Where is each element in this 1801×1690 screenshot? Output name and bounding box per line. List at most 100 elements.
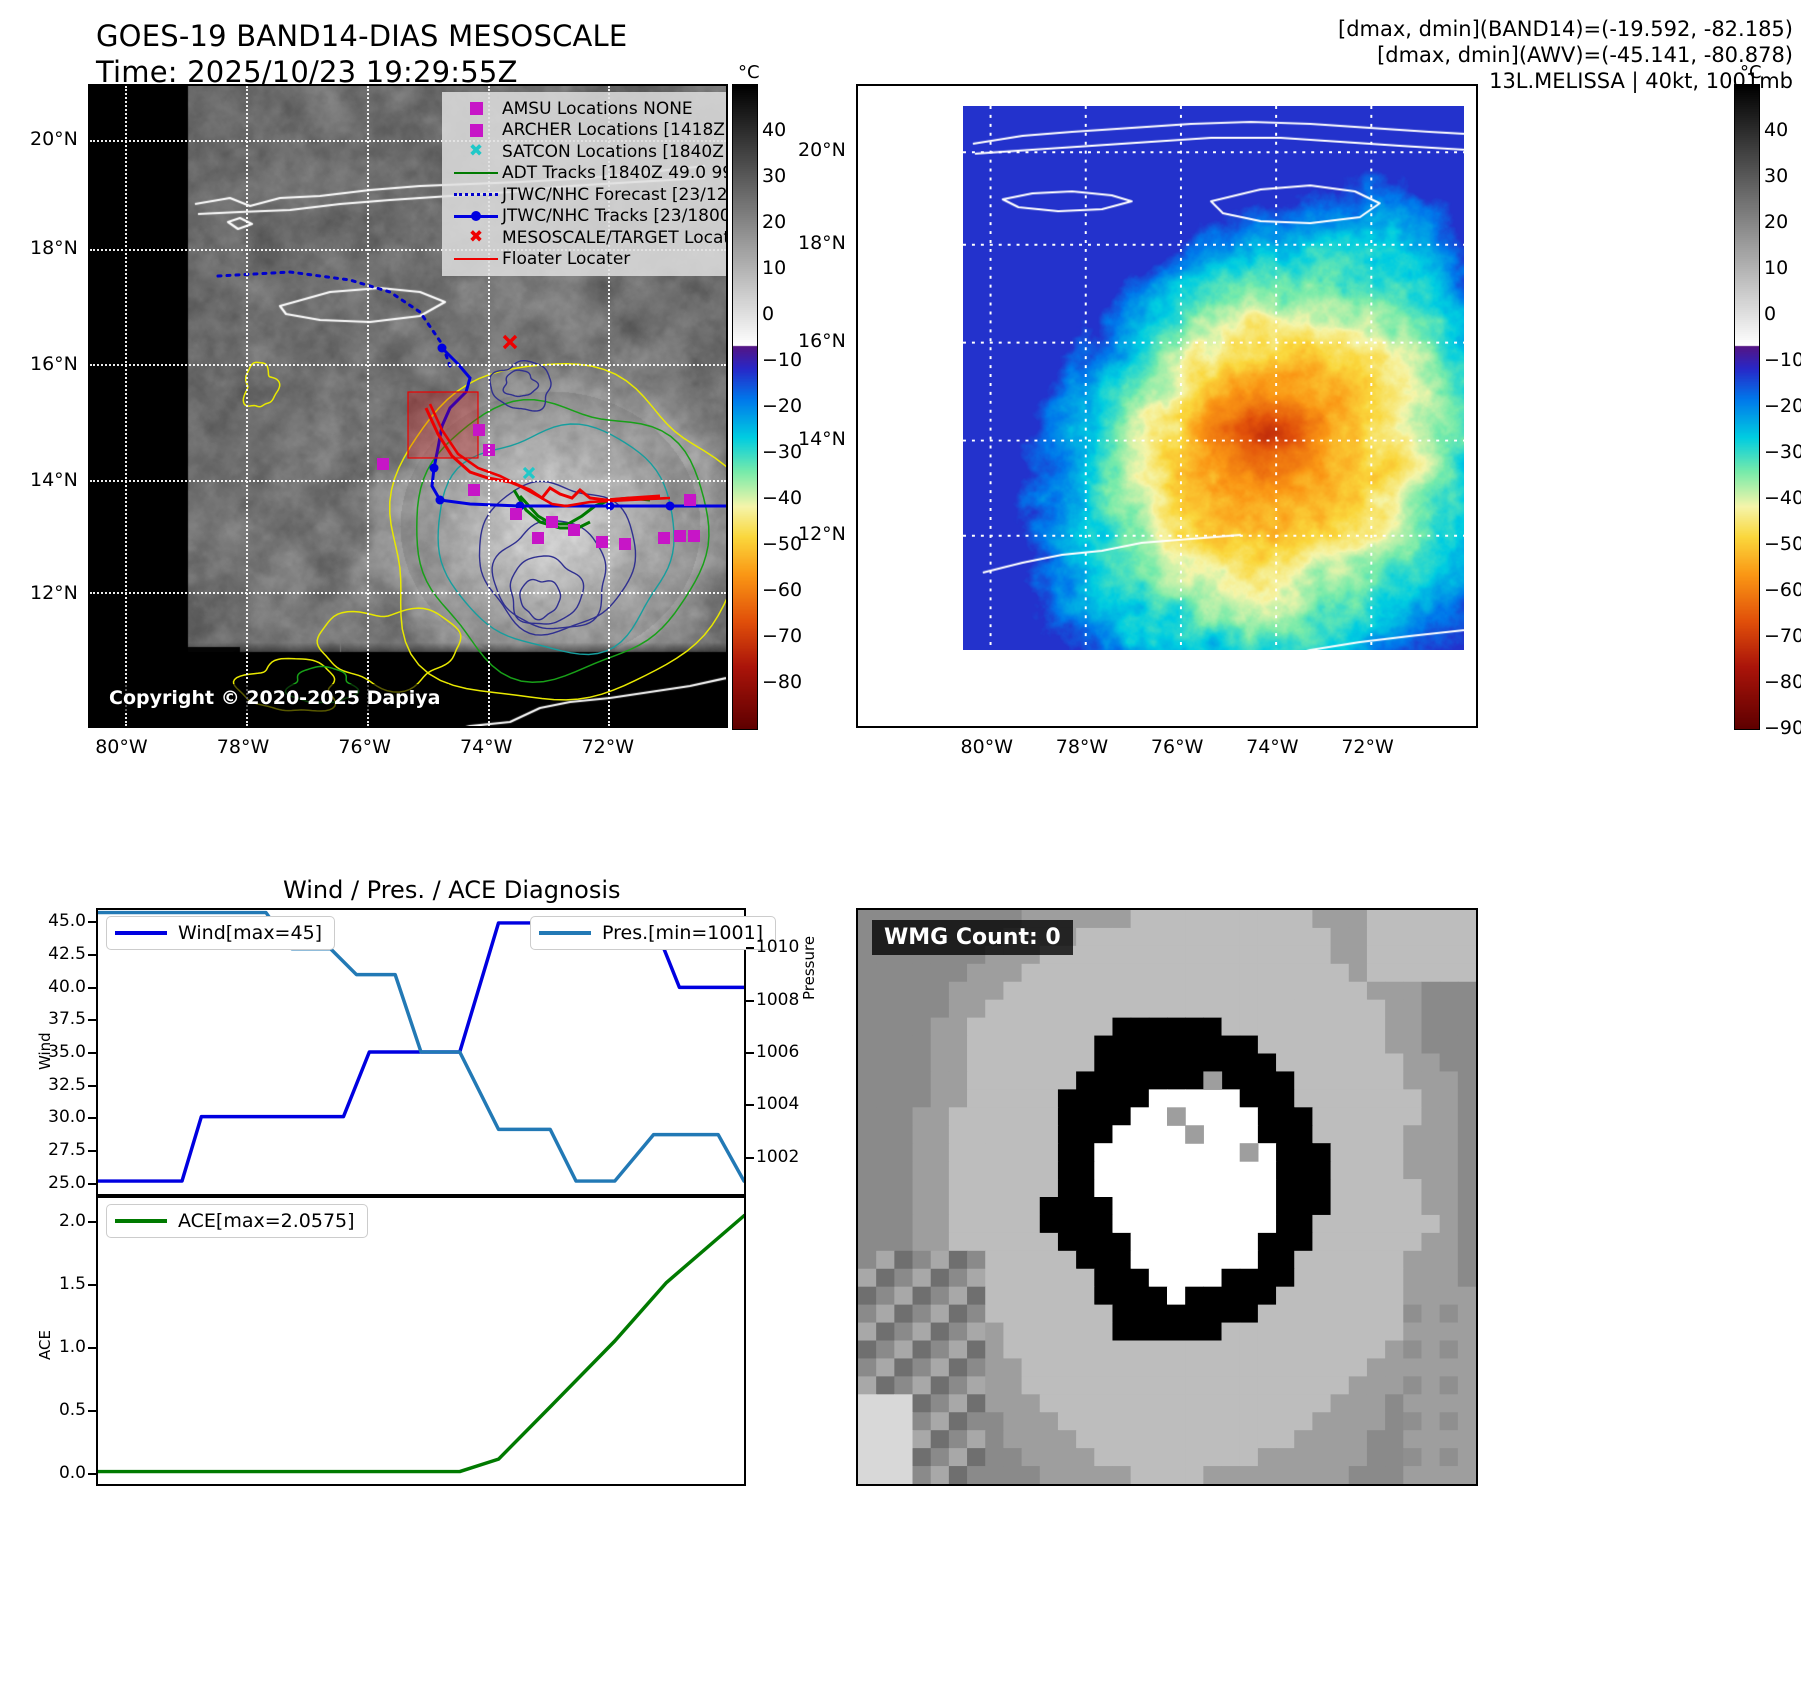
wmg-cell	[967, 999, 986, 1019]
wmg-cell	[1094, 1161, 1114, 1180]
wmg-cell	[1457, 1304, 1476, 1324]
wmg-cell	[1094, 981, 1114, 1001]
ir-gridline-lat	[90, 249, 726, 252]
wmg-cell	[1203, 927, 1223, 947]
wmg-cell	[1312, 1107, 1332, 1126]
wmg-cell	[858, 1466, 877, 1484]
ir-contour	[491, 519, 607, 630]
wmg-cell	[1276, 1358, 1295, 1377]
wmg-cell	[894, 1232, 914, 1252]
wmg-cell	[1076, 1322, 1095, 1342]
wmg-cell	[1039, 1430, 1059, 1449]
wind-pressure-chart[interactable]: Wind[max=45] Pres.[min=1001]	[96, 908, 777, 1196]
wmg-cell	[1330, 1448, 1350, 1467]
awv-gridlines	[963, 106, 1464, 650]
wmg-cell	[1185, 1304, 1204, 1324]
wmg-cell	[876, 963, 895, 983]
wmg-cell	[1312, 1322, 1332, 1342]
wmg-cell	[1221, 1017, 1241, 1037]
wmg-cell	[912, 1358, 932, 1377]
wmg-cell	[1021, 1107, 1041, 1126]
wmg-cell	[1312, 1035, 1332, 1055]
wmg-cell	[1421, 1430, 1441, 1449]
wmg-cell	[1112, 963, 1132, 983]
wmg-cell	[1130, 1107, 1150, 1126]
wmg-cell	[1203, 910, 1223, 929]
wmg-cell	[1112, 981, 1132, 1001]
wmg-cell	[1112, 1322, 1132, 1342]
wmg-panel[interactable]: WMG Count: 0	[856, 908, 1478, 1486]
wmg-cell	[1403, 1322, 1423, 1342]
wmg-cell	[967, 1286, 986, 1306]
wmg-cell	[1057, 1017, 1077, 1037]
wmg-cell	[1366, 1035, 1386, 1055]
wmg-cell	[1021, 1448, 1041, 1467]
wmg-cell	[1185, 1430, 1204, 1449]
wmg-cell	[1167, 1466, 1186, 1484]
wmg-cell	[1221, 1089, 1241, 1108]
wmg-cell	[1439, 1107, 1459, 1126]
wmg-cell	[1421, 1071, 1441, 1090]
wmg-cell	[1076, 999, 1095, 1019]
wmg-cell	[1167, 1304, 1186, 1324]
wmg-cell	[876, 1358, 895, 1377]
wmg-cell	[912, 1143, 932, 1162]
wmg-cell	[1330, 945, 1350, 965]
wmg-cell	[1148, 1089, 1168, 1108]
ir-legend-key	[450, 123, 502, 137]
series-ace	[96, 1214, 746, 1474]
pressure-y-tick-label: 1006	[756, 1042, 800, 1062]
wmg-cell	[876, 1143, 895, 1162]
wmg-cell	[1330, 1394, 1350, 1413]
wmg-cell	[1112, 1125, 1132, 1144]
wmg-cell	[1421, 1143, 1441, 1162]
ace-chart[interactable]: ACE[max=2.0575]	[96, 1196, 746, 1486]
wmg-cell	[1294, 1089, 1314, 1108]
wmg-cell	[876, 1071, 895, 1090]
wmg-cell	[894, 1430, 914, 1449]
awv-colorbar	[1734, 84, 1760, 730]
wmg-cell	[1039, 1268, 1059, 1288]
wmg-cell	[1021, 1466, 1041, 1484]
wmg-cell	[1439, 1250, 1459, 1270]
wmg-cell	[1239, 1268, 1259, 1288]
wind-y-tick-mark	[88, 1182, 96, 1185]
wmg-cell	[1221, 1322, 1241, 1342]
ir-satellite-panel[interactable]: AMSU Locations NONE ARCHER Locations [141…	[88, 84, 728, 728]
wmg-cell	[1421, 927, 1441, 947]
wmg-cell	[1076, 945, 1095, 965]
wmg-cell	[912, 1322, 932, 1342]
wmg-cell	[858, 1358, 877, 1377]
wmg-cell	[1185, 999, 1204, 1019]
wmg-cell	[876, 1232, 895, 1252]
wmg-cell	[948, 1250, 968, 1270]
wmg-cell	[1294, 963, 1314, 983]
wmg-cell	[912, 981, 932, 1001]
wmg-cell	[1112, 1448, 1132, 1467]
wmg-cell	[948, 1017, 968, 1037]
wmg-cell	[912, 1250, 932, 1270]
wmg-cell	[1439, 1304, 1459, 1324]
wmg-cell	[1021, 1232, 1041, 1252]
wmg-cell	[876, 999, 895, 1019]
wmg-cell	[1294, 1232, 1314, 1252]
wmg-cell	[930, 1322, 950, 1342]
wmg-cell	[1276, 1304, 1295, 1324]
wmg-cell	[948, 1214, 968, 1234]
wmg-cell	[1312, 1394, 1332, 1413]
awv-satellite-panel[interactable]	[856, 84, 1478, 728]
ir-legend: AMSU Locations NONE ARCHER Locations [141…	[442, 92, 726, 276]
wmg-cell	[1203, 1322, 1223, 1342]
wmg-cell	[1203, 1358, 1223, 1377]
wmg-cell	[1385, 1017, 1404, 1037]
wmg-cell	[1348, 1017, 1368, 1037]
wmg-cell	[1167, 1017, 1186, 1037]
wind-y-tick-label: 30.0	[48, 1107, 86, 1128]
wind-y-tick-mark	[88, 1084, 96, 1087]
wmg-cell	[930, 1448, 950, 1467]
wmg-cell	[1185, 927, 1204, 947]
wmg-cell	[1439, 1448, 1459, 1467]
title-line-2: Time: 2025/10/23 19:29:55Z	[96, 55, 518, 89]
awv-lat-label: 16°N	[798, 329, 846, 352]
wmg-cell	[1003, 1358, 1023, 1377]
